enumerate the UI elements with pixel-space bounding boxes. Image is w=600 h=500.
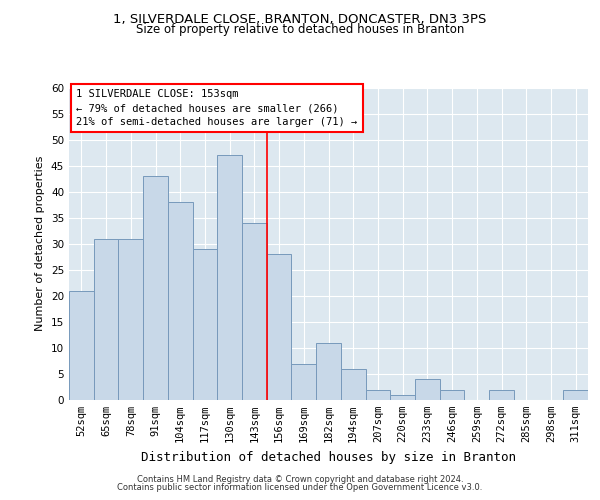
Bar — [242, 223, 267, 400]
Bar — [168, 202, 193, 400]
Text: Size of property relative to detached houses in Branton: Size of property relative to detached ho… — [136, 22, 464, 36]
Bar — [489, 390, 514, 400]
Y-axis label: Number of detached properties: Number of detached properties — [35, 156, 46, 332]
Text: 1, SILVERDALE CLOSE, BRANTON, DONCASTER, DN3 3PS: 1, SILVERDALE CLOSE, BRANTON, DONCASTER,… — [113, 12, 487, 26]
Text: Contains HM Land Registry data © Crown copyright and database right 2024.: Contains HM Land Registry data © Crown c… — [137, 475, 463, 484]
Bar — [415, 379, 440, 400]
Bar — [390, 395, 415, 400]
Bar — [316, 342, 341, 400]
Bar — [365, 390, 390, 400]
Bar — [118, 238, 143, 400]
Bar — [563, 390, 588, 400]
Bar — [193, 249, 217, 400]
Bar — [440, 390, 464, 400]
Text: Contains public sector information licensed under the Open Government Licence v3: Contains public sector information licen… — [118, 483, 482, 492]
Bar — [217, 155, 242, 400]
Bar — [341, 369, 365, 400]
Bar — [69, 290, 94, 400]
Bar — [143, 176, 168, 400]
Bar — [292, 364, 316, 400]
Text: 1 SILVERDALE CLOSE: 153sqm
← 79% of detached houses are smaller (266)
21% of sem: 1 SILVERDALE CLOSE: 153sqm ← 79% of deta… — [76, 89, 358, 127]
Bar — [94, 238, 118, 400]
Bar — [267, 254, 292, 400]
X-axis label: Distribution of detached houses by size in Branton: Distribution of detached houses by size … — [141, 450, 516, 464]
